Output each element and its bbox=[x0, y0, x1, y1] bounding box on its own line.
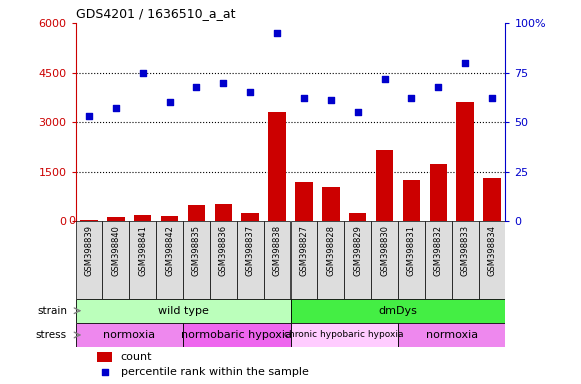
Text: GSM398829: GSM398829 bbox=[353, 225, 362, 276]
Text: GSM398827: GSM398827 bbox=[299, 225, 309, 276]
Bar bbox=[429, 164, 447, 222]
Point bbox=[407, 95, 416, 101]
Bar bbox=[268, 113, 286, 222]
Point bbox=[246, 89, 255, 96]
Bar bbox=[183, 323, 290, 347]
Bar bbox=[161, 217, 178, 222]
Text: chronic hypobaric hypoxia: chronic hypobaric hypoxia bbox=[285, 331, 404, 339]
Text: GSM398832: GSM398832 bbox=[434, 225, 443, 276]
Bar bbox=[76, 323, 183, 347]
Bar bbox=[107, 217, 124, 222]
Bar bbox=[479, 222, 505, 299]
Text: strain: strain bbox=[37, 306, 67, 316]
Point bbox=[192, 83, 201, 89]
Point bbox=[353, 109, 363, 115]
Point bbox=[487, 95, 497, 101]
Text: GSM398831: GSM398831 bbox=[407, 225, 416, 276]
Text: normobaric hypoxia: normobaric hypoxia bbox=[181, 330, 292, 340]
Text: GSM398842: GSM398842 bbox=[165, 225, 174, 276]
Text: normoxia: normoxia bbox=[103, 330, 155, 340]
Text: GSM398840: GSM398840 bbox=[112, 225, 120, 276]
Text: GSM398830: GSM398830 bbox=[380, 225, 389, 276]
Point bbox=[100, 369, 109, 375]
Text: count: count bbox=[121, 352, 152, 362]
Point bbox=[326, 98, 335, 104]
Text: 0: 0 bbox=[68, 217, 75, 227]
Point bbox=[138, 70, 148, 76]
Text: wild type: wild type bbox=[157, 306, 209, 316]
Bar bbox=[264, 222, 290, 299]
Bar bbox=[371, 222, 398, 299]
Point bbox=[272, 30, 282, 36]
Point bbox=[380, 76, 389, 82]
Text: GDS4201 / 1636510_a_at: GDS4201 / 1636510_a_at bbox=[76, 7, 235, 20]
Bar bbox=[322, 187, 339, 222]
Text: GSM398833: GSM398833 bbox=[461, 225, 469, 276]
Bar bbox=[97, 352, 112, 362]
Bar bbox=[80, 220, 98, 222]
Bar bbox=[76, 299, 290, 323]
Bar bbox=[76, 222, 102, 299]
Bar bbox=[290, 222, 317, 299]
Text: GSM398828: GSM398828 bbox=[327, 225, 335, 276]
Bar bbox=[290, 323, 398, 347]
Text: GSM398839: GSM398839 bbox=[84, 225, 94, 276]
Bar bbox=[210, 222, 237, 299]
Bar bbox=[425, 222, 451, 299]
Point bbox=[299, 95, 309, 101]
Bar bbox=[237, 222, 264, 299]
Bar bbox=[102, 222, 130, 299]
Bar bbox=[398, 323, 505, 347]
Point bbox=[461, 60, 470, 66]
Point bbox=[111, 105, 120, 111]
Bar bbox=[483, 179, 501, 222]
Bar bbox=[183, 222, 210, 299]
Bar bbox=[344, 222, 371, 299]
Bar bbox=[188, 205, 205, 222]
Text: stress: stress bbox=[36, 330, 67, 340]
Bar bbox=[317, 222, 344, 299]
Bar bbox=[452, 222, 479, 299]
Text: GSM398834: GSM398834 bbox=[487, 225, 497, 276]
Bar bbox=[129, 222, 156, 299]
Bar bbox=[242, 212, 259, 222]
Text: percentile rank within the sample: percentile rank within the sample bbox=[121, 367, 309, 377]
Point bbox=[165, 99, 174, 106]
Bar bbox=[349, 212, 367, 222]
Text: GSM398835: GSM398835 bbox=[192, 225, 201, 276]
Bar bbox=[295, 182, 313, 222]
Point bbox=[433, 83, 443, 89]
Text: GSM398841: GSM398841 bbox=[138, 225, 147, 276]
Bar bbox=[290, 299, 505, 323]
Bar bbox=[398, 222, 425, 299]
Bar bbox=[457, 103, 474, 222]
Text: GSM398838: GSM398838 bbox=[272, 225, 282, 276]
Bar bbox=[403, 180, 420, 222]
Bar bbox=[214, 204, 232, 222]
Text: GSM398836: GSM398836 bbox=[219, 225, 228, 276]
Bar bbox=[134, 215, 152, 222]
Text: GSM398837: GSM398837 bbox=[246, 225, 254, 276]
Point bbox=[218, 79, 228, 86]
Text: normoxia: normoxia bbox=[426, 330, 478, 340]
Bar bbox=[156, 222, 183, 299]
Text: dmDys: dmDys bbox=[379, 306, 417, 316]
Bar bbox=[376, 151, 393, 222]
Point bbox=[84, 113, 94, 119]
